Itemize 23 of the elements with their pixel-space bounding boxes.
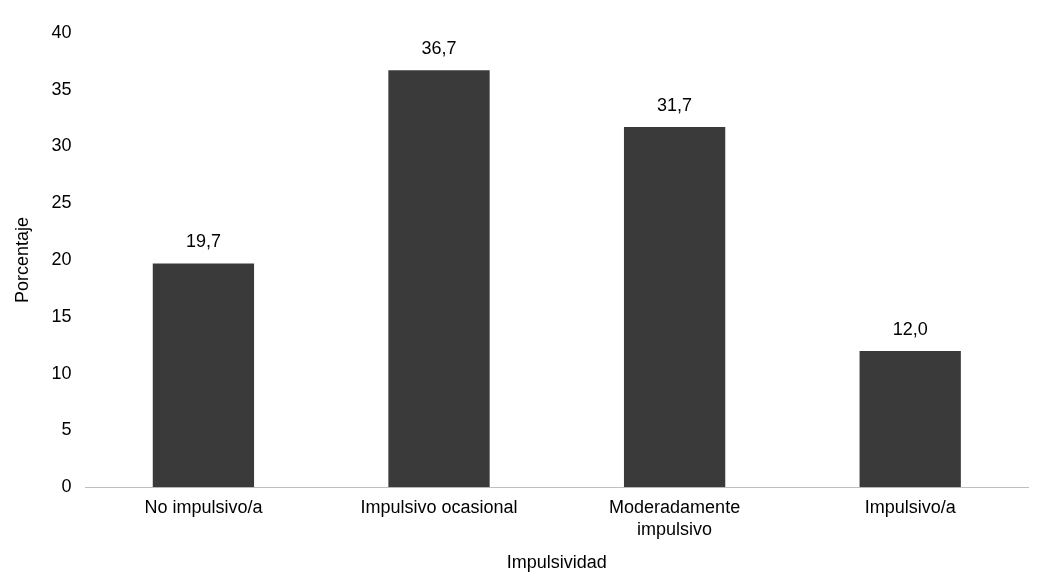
x-tick-label: Impulsivo ocasional [360,496,518,517]
bar [152,263,255,488]
y-tick-label: 20 [51,248,72,269]
y-axis-title: Porcentaje [11,216,32,304]
x-tick-label: Moderadamente impulsivo [609,496,741,539]
bar [623,127,726,488]
bar [388,70,490,488]
x-tick-label: Impulsivo/a [864,496,957,517]
data-label: 12,0 [892,318,928,339]
x-axis-title: Impulsividad [506,552,607,573]
data-label: 19,7 [185,231,221,252]
y-tick-label: 40 [51,21,72,42]
data-label: 31,7 [657,95,693,116]
x-tick-label: No impulsivo/a [144,496,264,517]
y-tick-label: 15 [51,305,72,326]
bar [859,350,961,488]
data-label: 36,7 [421,38,457,59]
y-tick-label: 30 [51,135,72,156]
y-tick-label: 35 [51,78,72,99]
y-tick-label: 5 [61,419,72,440]
y-tick-label: 25 [51,192,72,213]
y-tick-label: 10 [51,362,72,383]
y-tick-label: 0 [61,476,72,497]
